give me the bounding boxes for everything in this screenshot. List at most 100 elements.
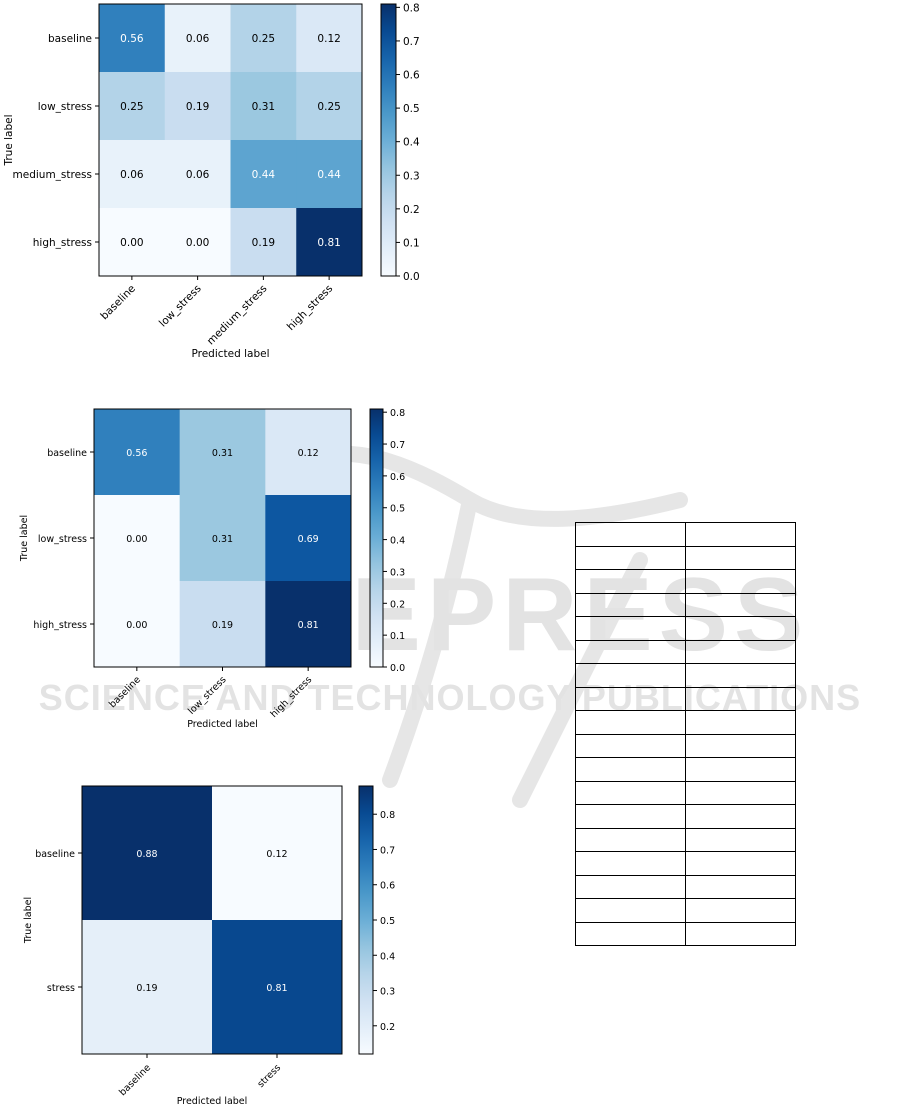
heatmap-cell — [230, 140, 297, 209]
plot-frame — [98, 3, 363, 277]
cell-value-label: 0.25 — [317, 101, 340, 113]
table-cell — [685, 874, 796, 899]
y-tick-label: low_stress — [38, 101, 92, 113]
colorbar-tick-label: 0.7 — [403, 36, 420, 48]
table-cell — [575, 686, 686, 711]
table-cell — [575, 757, 686, 782]
table-row — [575, 710, 796, 735]
heatmap-cell — [265, 409, 352, 496]
colorbar — [369, 408, 384, 668]
table-cell — [575, 663, 686, 688]
table-cell — [575, 780, 686, 805]
empty-table — [575, 522, 796, 946]
heatmap-cell — [82, 920, 213, 1055]
heatmap-cell — [94, 409, 181, 496]
heatmap-cell — [179, 581, 266, 668]
table-row — [575, 639, 796, 664]
heatmap-cell — [164, 140, 231, 209]
colorbar-tick-label: 0.4 — [390, 536, 405, 547]
table-cell — [575, 921, 686, 946]
cell-value-label: 0.12 — [266, 849, 287, 860]
cell-value-label: 0.12 — [317, 33, 340, 45]
table-cell — [575, 616, 686, 641]
x-axis-label: Predicted label — [187, 719, 258, 730]
y-tick-label: high_stress — [33, 620, 87, 631]
y-tick-label: high_stress — [33, 237, 92, 249]
table-cell — [685, 898, 796, 923]
table-cell — [575, 639, 686, 664]
cell-value-label: 0.19 — [212, 620, 233, 631]
colorbar-tick-label: 0.6 — [403, 70, 420, 82]
cell-value-label: 0.00 — [186, 237, 209, 249]
table-cell — [575, 804, 686, 829]
colorbar — [358, 785, 374, 1055]
y-tick-label: medium_stress — [13, 169, 92, 181]
heatmap-cell — [230, 208, 297, 277]
cell-value-label: 0.00 — [126, 620, 147, 631]
cell-value-label: 0.81 — [266, 983, 287, 994]
table-row — [575, 780, 796, 805]
colorbar-tick-label: 0.3 — [403, 170, 420, 182]
table-cell — [685, 616, 796, 641]
cell-value-label: 0.56 — [120, 33, 144, 45]
table-cell — [575, 851, 686, 876]
table-cell — [685, 522, 796, 547]
table-row — [575, 874, 796, 899]
y-axis-label: True label — [23, 897, 34, 944]
heatmap-cell — [296, 72, 363, 141]
table-row — [575, 757, 796, 782]
cell-value-label: 0.06 — [186, 33, 210, 45]
cell-value-label: 0.12 — [298, 448, 319, 459]
y-tick-label: stress — [47, 983, 75, 994]
table-row — [575, 804, 796, 829]
table-cell — [685, 921, 796, 946]
table-cell — [575, 733, 686, 758]
colorbar-tick-label: 0.5 — [403, 103, 420, 115]
cell-value-label: 0.56 — [126, 448, 147, 459]
colorbar-tick-label: 0.6 — [380, 881, 395, 892]
y-axis-label: True label — [3, 114, 15, 166]
colorbar-tick-label: 0.3 — [380, 987, 395, 998]
colorbar-tick-label: 0.0 — [390, 663, 405, 674]
colorbar-tick-label: 0.2 — [380, 1022, 395, 1033]
colorbar-tick-label: 0.7 — [380, 845, 395, 856]
plot-frame — [81, 785, 343, 1055]
confusion-matrix-1: 0.56 0.06 0.25 0.12 0.25 0.19 0.31 0.25 0.06 0.06… — [3, 2, 420, 360]
table-row — [575, 851, 796, 876]
table-cell — [685, 569, 796, 594]
colorbar-tick-label: 0.2 — [390, 599, 405, 610]
table-row — [575, 663, 796, 688]
cell-value-label: 0.31 — [252, 101, 275, 113]
table-row — [575, 545, 796, 570]
table-cell — [685, 804, 796, 829]
table-row — [575, 733, 796, 758]
heatmap-cell — [99, 72, 166, 141]
cell-value-label: 0.44 — [317, 169, 341, 181]
colorbar-tick-label: 0.4 — [380, 951, 395, 962]
heatmap-cell — [179, 495, 266, 582]
cell-value-label: 0.25 — [252, 33, 275, 45]
x-axis-label: Predicted label — [191, 348, 269, 360]
cell-value-label: 0.44 — [252, 169, 276, 181]
colorbar-tick-label: 0.1 — [403, 237, 420, 249]
cell-value-label: 0.00 — [126, 534, 147, 545]
colorbar-tick-label: 0.4 — [403, 137, 420, 149]
x-tick-label: low_stress — [157, 283, 204, 330]
heatmap-cell — [212, 786, 343, 921]
colorbar-tick-label: 0.8 — [380, 810, 395, 821]
heatmap-cell — [179, 409, 266, 496]
x-tick-label: baseline — [117, 1062, 153, 1098]
table-cell — [685, 710, 796, 735]
colorbar-tick-label: 0.6 — [390, 472, 405, 483]
cell-value-label: 0.06 — [186, 169, 210, 181]
colorbar-tick-label: 0.1 — [390, 631, 405, 642]
heatmap-cell — [164, 4, 231, 73]
table-row — [575, 686, 796, 711]
heatmap-cell — [99, 208, 166, 277]
x-tick-label: high_stress — [269, 674, 315, 720]
cell-value-label: 0.25 — [120, 101, 143, 113]
colorbar-tick-label: 0.2 — [403, 204, 420, 216]
table-cell — [575, 569, 686, 594]
colorbar-tick-label: 0.5 — [390, 504, 405, 515]
